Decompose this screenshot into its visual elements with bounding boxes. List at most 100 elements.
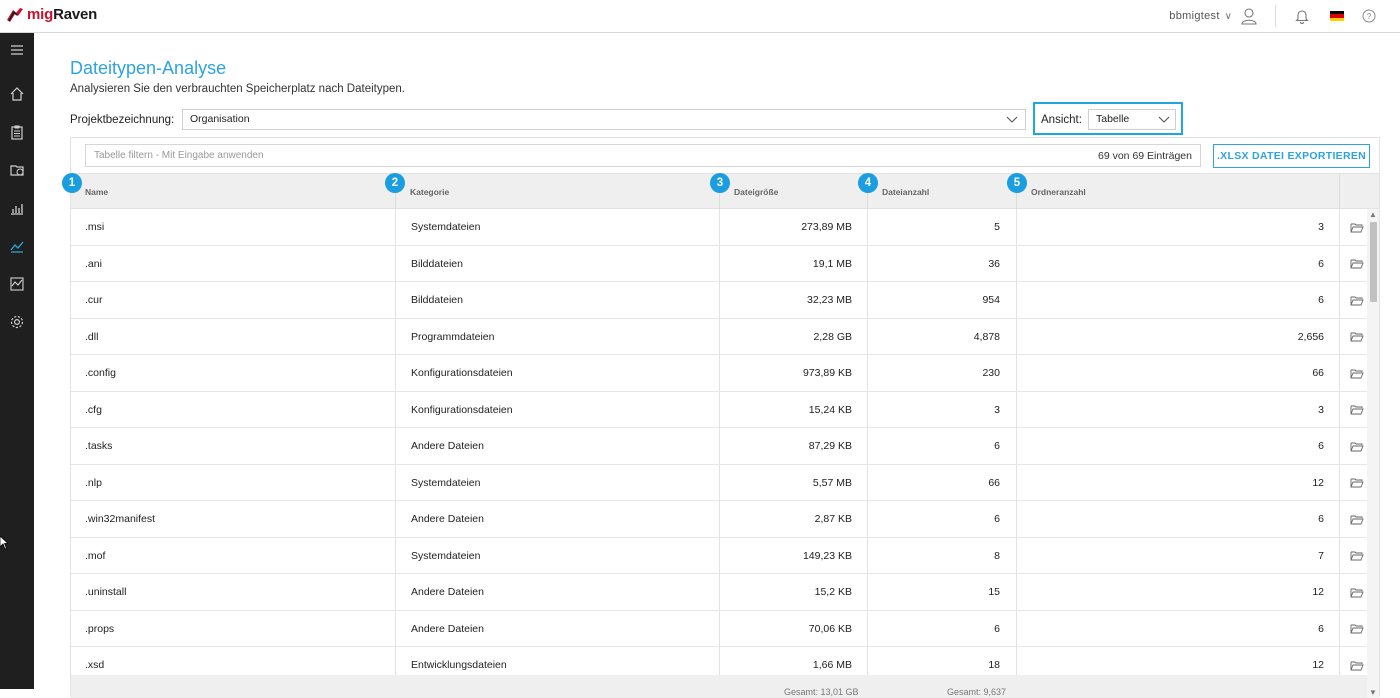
cell-dateianzahl: 4,878	[867, 318, 1016, 355]
open-folder-button[interactable]	[1339, 610, 1373, 647]
open-folder-button[interactable]	[1339, 318, 1373, 355]
scrollbar-thumb[interactable]	[1370, 222, 1377, 302]
cell-name: .xsd	[85, 659, 105, 671]
cell-name: .tasks	[85, 440, 113, 452]
table-row[interactable]: .mof Systemdateien 149,23 KB 8 7	[71, 537, 1379, 574]
sidebar-menu-button[interactable]	[0, 33, 34, 67]
user-icon[interactable]	[1240, 7, 1258, 25]
cell-dateigroesse: 32,23 MB	[719, 282, 867, 318]
cell-dateigroesse: 70,06 KB	[719, 610, 867, 647]
chevron-down-icon	[1006, 116, 1018, 123]
table-row[interactable]: .win32manifest Andere Dateien 2,87 KB 6 6	[71, 501, 1379, 538]
project-label: Projektbezeichnung:	[70, 114, 175, 126]
sidebar-item-statistics[interactable]	[0, 191, 34, 225]
table-row[interactable]: .tasks Andere Dateien 87,29 KB 6 6	[71, 428, 1379, 465]
cell-dateianzahl: 6	[867, 428, 1016, 464]
open-folder-button[interactable]	[1339, 647, 1373, 683]
project-select[interactable]: Organisation	[182, 109, 1026, 130]
table-filter-input[interactable]: Tabelle filtern - Mit Eingabe anwenden 6…	[85, 144, 1201, 167]
sidebar-item-monitoring[interactable]	[0, 267, 34, 301]
column-header-name[interactable]: Name	[85, 187, 109, 197]
cell-dateigroesse: 15,24 KB	[719, 391, 867, 428]
cell-dateianzahl: 230	[867, 355, 1016, 391]
cell-ordneranzahl: 12	[1016, 647, 1339, 683]
table-scrollbar[interactable]: ▲ ▼	[1367, 209, 1379, 698]
column-header-kategorie[interactable]: Kategorie	[395, 174, 719, 209]
cell-ordneranzahl: 7	[1016, 537, 1339, 574]
cell-dateianzahl: 954	[867, 282, 1016, 318]
bell-icon[interactable]	[1294, 8, 1310, 24]
table-row[interactable]: .cur Bilddateien 32,23 MB 954 6	[71, 282, 1379, 319]
column-header-dateianzahl[interactable]: Dateianzahl	[867, 174, 1016, 209]
table-row[interactable]: .uninstall Andere Dateien 15,2 KB 15 12	[71, 574, 1379, 611]
username[interactable]: bbmigtest	[1169, 10, 1220, 22]
user-menu-chevron-icon[interactable]: ∨	[1224, 10, 1232, 22]
cell-dateigroesse: 2,87 KB	[719, 501, 867, 537]
cell-name: .cfg	[85, 403, 102, 416]
cell-kategorie: Andere Dateien	[395, 610, 484, 647]
brand-name: migRaven	[27, 6, 98, 23]
export-xlsx-button[interactable]: .XLSX DATEI EXPORTIEREN	[1213, 144, 1370, 168]
sidebar-item-reports[interactable]	[0, 115, 34, 149]
scroll-up-icon[interactable]: ▲	[1369, 210, 1377, 219]
open-folder-button[interactable]	[1339, 245, 1373, 282]
cell-dateianzahl: 6	[867, 610, 1016, 647]
view-selector-highlight: Ansicht: Tabelle	[1033, 102, 1183, 135]
open-folder-button[interactable]	[1339, 209, 1373, 245]
sidebar-item-settings[interactable]	[0, 305, 34, 339]
table-row[interactable]: .nlp Systemdateien 5,57 MB 66 12	[71, 464, 1379, 501]
help-icon[interactable]: ?	[1362, 9, 1376, 23]
cell-name: .config	[85, 367, 116, 379]
folder-open-icon	[1350, 624, 1364, 634]
sidebar-item-history[interactable]	[0, 153, 34, 187]
clipboard-icon	[11, 125, 23, 140]
table-footer: Gesamt: 13,01 GB Gesamt: 9,637	[71, 675, 1379, 698]
column-header-ordneranzahl[interactable]: Ordneranzahl	[1016, 174, 1339, 209]
open-folder-button[interactable]	[1339, 391, 1373, 428]
table-row[interactable]: .ani Bilddateien 19,1 MB 36 6	[71, 245, 1379, 282]
filter-placeholder: Tabelle filtern - Mit Eingabe anwenden	[94, 150, 264, 161]
cell-ordneranzahl: 2,656	[1016, 318, 1339, 355]
sidebar-item-analysis[interactable]	[0, 229, 34, 263]
folder-open-icon	[1350, 515, 1364, 524]
user-area: bbmigtest ∨ ?	[1169, 0, 1400, 32]
german-flag-icon[interactable]	[1330, 11, 1344, 21]
cell-ordneranzahl: 3	[1016, 391, 1339, 428]
open-folder-button[interactable]	[1339, 537, 1373, 574]
sidebar	[0, 33, 34, 689]
open-folder-button[interactable]	[1339, 501, 1373, 537]
open-folder-button[interactable]	[1339, 355, 1373, 391]
cell-dateigroesse: 5,57 MB	[719, 464, 867, 501]
page-title: Dateitypen-Analyse	[70, 58, 227, 78]
sidebar-item-home[interactable]	[0, 77, 34, 111]
open-folder-button[interactable]	[1339, 574, 1373, 610]
folder-open-icon	[1350, 405, 1364, 415]
cell-dateianzahl: 18	[867, 647, 1016, 683]
cell-dateigroesse: 87,29 KB	[719, 428, 867, 464]
cell-kategorie: Programmdateien	[395, 318, 494, 355]
brand-logo[interactable]: migRaven	[6, 6, 97, 23]
cell-kategorie: Systemdateien	[395, 537, 480, 574]
open-folder-button[interactable]	[1339, 282, 1373, 318]
table-row[interactable]: .config Konfigurationsdateien 973,89 KB 230…	[71, 355, 1379, 392]
scroll-down-icon[interactable]: ▼	[1369, 688, 1377, 697]
cell-kategorie: Entwicklungsdateien	[395, 647, 507, 683]
table-row[interactable]: .props Andere Dateien 70,06 KB 6 6	[71, 610, 1379, 647]
table-row[interactable]: .dll Programmdateien 2,28 GB 4,878 2,656	[71, 318, 1379, 355]
view-select-value: Tabelle	[1096, 113, 1130, 125]
cell-dateianzahl: 66	[867, 464, 1016, 501]
open-folder-button[interactable]	[1339, 428, 1373, 464]
gear-icon	[10, 315, 24, 329]
table-row[interactable]: .cfg Konfigurationsdateien 15,24 KB 3 3	[71, 391, 1379, 428]
divider	[1275, 5, 1276, 27]
open-folder-button[interactable]	[1339, 464, 1373, 501]
cell-ordneranzahl: 6	[1016, 428, 1339, 464]
table-row[interactable]: .msi Systemdateien 273,89 MB 5 3	[71, 209, 1379, 246]
cell-kategorie: Systemdateien	[395, 464, 480, 501]
view-select[interactable]: Tabelle	[1088, 109, 1176, 130]
cell-kategorie: Andere Dateien	[395, 574, 484, 610]
main-content: Dateitypen-Analyse Analysieren Sie den v…	[34, 33, 1400, 698]
cell-ordneranzahl: 6	[1016, 245, 1339, 282]
folder-open-icon	[1350, 551, 1364, 561]
column-header-dateigroesse[interactable]: Dateigröße	[719, 174, 867, 209]
